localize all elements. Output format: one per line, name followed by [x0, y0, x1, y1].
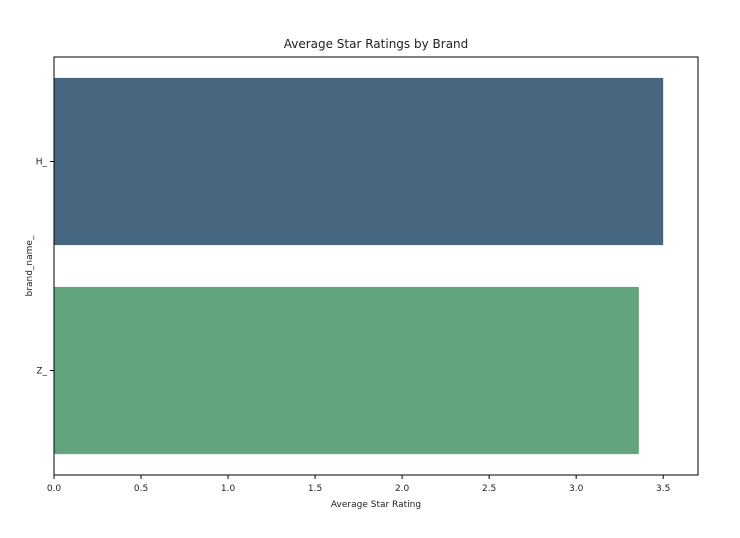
x-tick-label: 3.0: [569, 484, 584, 494]
x-tick-label: 0.5: [134, 484, 148, 494]
x-tick-label: 1.5: [308, 484, 322, 494]
chart-title: Average Star Ratings by Brand: [284, 37, 469, 51]
x-tick-label: 0.0: [47, 484, 62, 494]
bar-h: [54, 77, 664, 246]
bars: [54, 77, 664, 455]
y-tick-label: H_: [36, 158, 48, 168]
y-axis-label: brand_name_: [25, 235, 35, 296]
y-axis: H_ Z_: [36, 158, 54, 377]
x-tick-label: 3.5: [656, 484, 670, 494]
bar-z: [54, 286, 639, 455]
x-axis: 0.0 0.5 1.0 1.5 2.0 2.5 3.0 3.5: [47, 475, 670, 494]
plot-frame: [53, 56, 699, 476]
y-tick-label: Z_: [36, 367, 47, 377]
x-tick-label: 2.0: [395, 484, 410, 494]
x-axis-label: Average Star Rating: [331, 500, 421, 510]
x-tick-label: 1.0: [221, 484, 236, 494]
x-tick-label: 2.5: [482, 484, 496, 494]
